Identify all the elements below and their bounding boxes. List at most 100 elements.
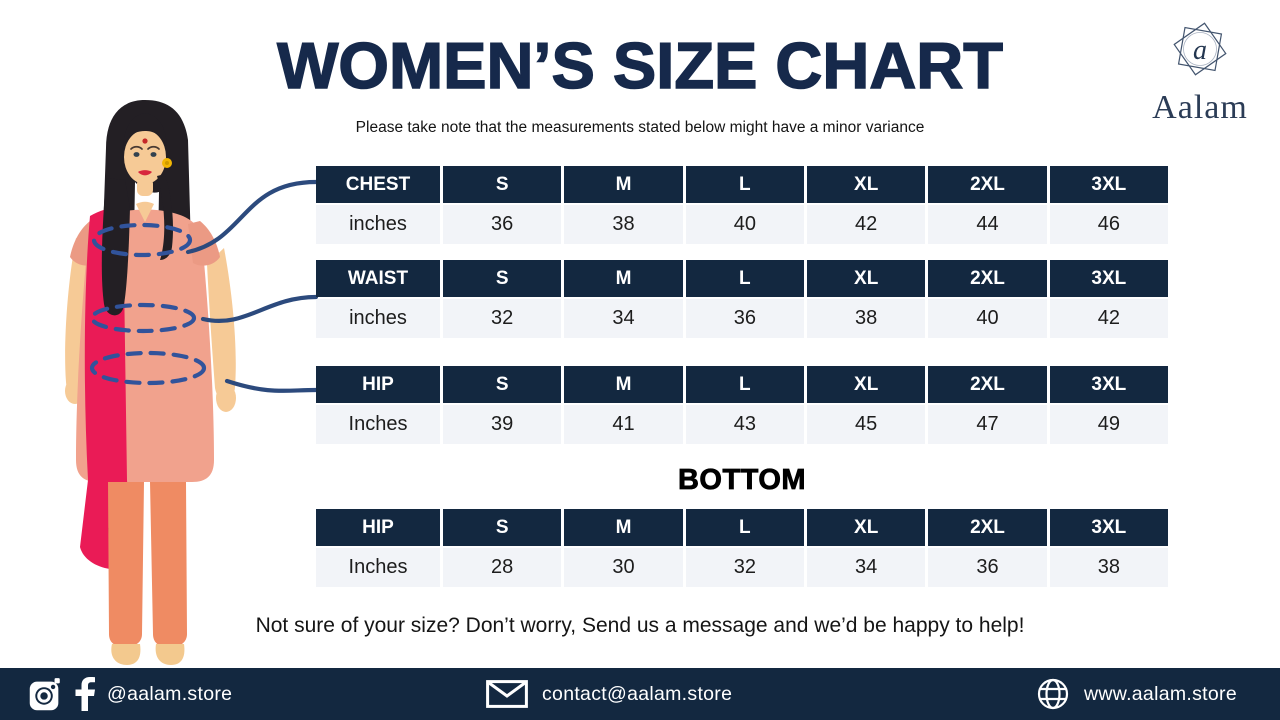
size-value-cell: 42 — [1049, 299, 1168, 338]
bindi — [142, 138, 148, 144]
size-header-cell: 2XL — [928, 166, 1047, 203]
size-header-cell: M — [564, 509, 683, 546]
size-value-cell: 41 — [564, 405, 683, 444]
size-value-cell: 43 — [685, 405, 804, 444]
size-header-cell: L — [685, 166, 804, 203]
brand-star-icon: a — [1173, 22, 1227, 76]
size-value-cell: 34 — [564, 299, 683, 338]
size-value-cell: 28 — [443, 548, 562, 587]
size-value-cell: 39 — [443, 405, 562, 444]
size-header-cell: 3XL — [1049, 509, 1168, 546]
size-value-cell: 46 — [1049, 205, 1168, 244]
size-header-cell: XL — [807, 166, 926, 203]
right-foot — [155, 644, 185, 665]
size-header-cell: 3XL — [1049, 366, 1168, 403]
size-value-cell: 47 — [928, 405, 1047, 444]
size-header-cell: L — [685, 509, 804, 546]
right-sleeve — [188, 221, 220, 266]
size-value-cell: 49 — [1049, 405, 1168, 444]
size-value-cell: 45 — [807, 405, 926, 444]
hair-front-left — [101, 178, 130, 316]
size-header-cell: XL — [807, 260, 926, 297]
size-header-cell: S — [443, 366, 562, 403]
brand-monogram: a — [1193, 35, 1207, 66]
woman-measurement-illustration — [65, 100, 319, 665]
size-value-cell: 38 — [564, 205, 683, 244]
size-header-cell: 2XL — [928, 509, 1047, 546]
face — [124, 130, 166, 184]
hip-size-table: HIP S M L XL 2XL 3XL Inches 39 41 43 45 47 49 — [316, 366, 1168, 444]
size-header-cell: S — [443, 509, 562, 546]
size-header-cell: M — [564, 260, 683, 297]
size-header-cell: CHEST — [316, 166, 440, 203]
earring-center — [165, 161, 169, 165]
waist-size-table: WAIST S M L XL 2XL 3XL inches 32 34 36 38 40 42 — [316, 260, 1168, 338]
size-header-cell: S — [443, 260, 562, 297]
right-eye — [150, 152, 157, 157]
size-header-cell: 3XL — [1049, 260, 1168, 297]
neckline — [136, 201, 154, 222]
hip-connector-line — [224, 378, 319, 393]
brand-wordmark: Aalam — [1152, 89, 1248, 126]
size-value-cell: 36 — [685, 299, 804, 338]
size-value-cell: 40 — [685, 205, 804, 244]
size-value-cell: 36 — [928, 548, 1047, 587]
page-subtitle: Please take note that the measurements s… — [355, 119, 925, 136]
website-contact-group: www.aalam.store — [1036, 668, 1237, 720]
size-header-cell: 2XL — [928, 260, 1047, 297]
size-value-cell: Inches — [316, 405, 440, 444]
envelope-icon — [486, 680, 528, 708]
size-header-cell: M — [564, 166, 683, 203]
waist-connector-line — [200, 294, 319, 323]
hip-measure-ellipse — [89, 350, 207, 386]
page-title: WOMEN’S SIZE CHART — [276, 28, 1003, 103]
email-contact-group: contact@aalam.store — [486, 668, 732, 720]
size-value-cell: inches — [316, 299, 440, 338]
size-header-cell: 3XL — [1049, 166, 1168, 203]
size-value-cell: 38 — [807, 299, 926, 338]
waist-measure-ellipse — [89, 302, 197, 334]
social-handle: @aalam.store — [107, 682, 233, 705]
hair-fringe — [123, 113, 167, 146]
size-header-cell: S — [443, 166, 562, 203]
right-arm — [207, 248, 236, 401]
website-url: www.aalam.store — [1084, 682, 1237, 705]
left-foot — [111, 644, 141, 665]
chest-size-table: CHEST S M L XL 2XL 3XL inches 36 38 40 42 44 46 — [316, 166, 1168, 244]
right-brow — [147, 145, 160, 150]
size-value-cell: 36 — [443, 205, 562, 244]
facebook-icon — [75, 677, 95, 711]
size-value-cell: 42 — [807, 205, 926, 244]
hair-front-right — [157, 174, 174, 260]
size-value-cell: 34 — [807, 548, 926, 587]
size-header-cell: HIP — [316, 366, 440, 403]
help-note: Not sure of your size? Don’t worry, Send… — [255, 614, 1025, 637]
left-brow — [130, 145, 143, 150]
size-value-cell: inches — [316, 205, 440, 244]
size-value-cell: 40 — [928, 299, 1047, 338]
bottom-hip-size-table: HIP S M L XL 2XL 3XL Inches 28 30 32 34 36 38 — [316, 509, 1168, 587]
size-header-cell: L — [685, 366, 804, 403]
chest-connector-line — [185, 179, 319, 255]
left-eye — [133, 152, 140, 157]
size-header-cell: XL — [807, 366, 926, 403]
chest-measure-ellipse — [91, 222, 193, 258]
size-value-cell: 44 — [928, 205, 1047, 244]
size-header-cell: XL — [807, 509, 926, 546]
globe-icon — [1037, 678, 1069, 710]
bottom-section-label: BOTTOM — [677, 464, 807, 497]
size-value-cell: 32 — [443, 299, 562, 338]
size-value-cell: 32 — [685, 548, 804, 587]
social-contact-group: @aalam.store — [28, 668, 232, 720]
size-header-cell: M — [564, 366, 683, 403]
lips — [138, 170, 152, 176]
size-value-cell: Inches — [316, 548, 440, 587]
size-header-cell: HIP — [316, 509, 440, 546]
size-header-cell: L — [685, 260, 804, 297]
right-pant-leg — [150, 482, 187, 646]
left-pant-leg — [108, 482, 144, 646]
size-header-cell: WAIST — [316, 260, 440, 297]
size-value-cell: 38 — [1049, 548, 1168, 587]
size-header-cell: 2XL — [928, 366, 1047, 403]
